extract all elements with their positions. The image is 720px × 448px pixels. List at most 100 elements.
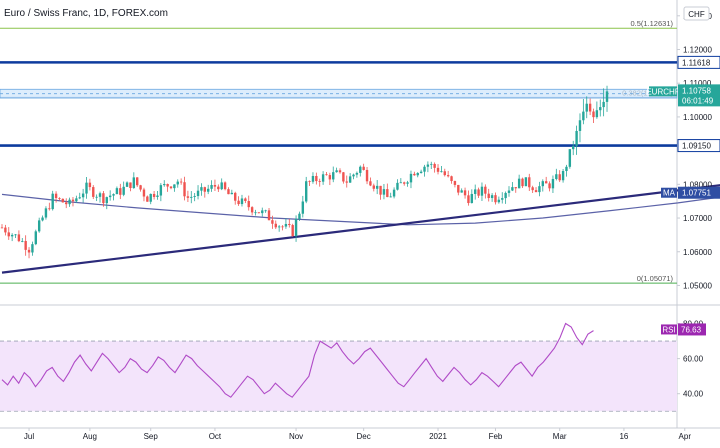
candle-body[interactable] (125, 182, 129, 187)
candle-body[interactable] (210, 185, 213, 189)
candle-body[interactable] (298, 213, 301, 220)
candle-body[interactable] (436, 167, 440, 172)
candle-body[interactable] (375, 185, 379, 189)
candle-body[interactable] (406, 182, 409, 184)
candle-body[interactable] (240, 198, 244, 205)
candle-body[interactable] (504, 192, 507, 199)
candle-body[interactable] (494, 195, 497, 203)
candle-body[interactable] (146, 196, 149, 202)
candle-body[interactable] (338, 170, 342, 173)
candle-body[interactable] (419, 171, 423, 174)
candle-body[interactable] (467, 195, 470, 204)
candle-body[interactable] (315, 175, 318, 182)
candle-body[interactable] (220, 182, 223, 190)
candle-body[interactable] (274, 223, 277, 228)
currency-box[interactable] (683, 6, 710, 21)
candle-body[interactable] (588, 103, 592, 112)
candle-body[interactable] (443, 171, 446, 176)
candle-body[interactable] (514, 187, 517, 189)
candle-body[interactable] (585, 103, 588, 112)
candle-body[interactable] (206, 188, 210, 192)
candle-body[interactable] (558, 174, 561, 181)
candle-body[interactable] (352, 174, 355, 177)
candle-body[interactable] (0, 227, 4, 229)
candle-body[interactable] (58, 198, 61, 199)
candle-body[interactable] (582, 111, 585, 121)
candle-body[interactable] (531, 187, 534, 191)
candle-body[interactable] (480, 186, 484, 196)
candle-body[interactable] (230, 192, 234, 195)
candle-body[interactable] (122, 186, 125, 195)
time-axis[interactable]: Jul Aug Sep Oct Nov Dec 2021 Feb Mar 16 Apr (24, 428, 691, 441)
candle-body[interactable] (294, 219, 298, 236)
candle-body[interactable] (190, 196, 193, 198)
candle-body[interactable] (21, 240, 24, 242)
candle-body[interactable] (200, 187, 203, 191)
candle-body[interactable] (490, 195, 494, 199)
candle-body[interactable] (203, 187, 206, 192)
candle-body[interactable] (75, 198, 78, 202)
candle-body[interactable] (264, 210, 267, 212)
candle-body[interactable] (335, 170, 338, 173)
candle-body[interactable] (281, 226, 284, 228)
candle-body[interactable] (332, 172, 335, 180)
candle-body[interactable] (369, 181, 372, 186)
candle-body[interactable] (159, 185, 163, 196)
candle-body[interactable] (54, 193, 58, 199)
candle-body[interactable] (267, 210, 271, 221)
candle-body[interactable] (44, 208, 48, 218)
candle-body[interactable] (156, 195, 159, 197)
candle-body[interactable] (409, 173, 413, 183)
candle-body[interactable] (142, 189, 146, 197)
candle-body[interactable] (152, 193, 156, 197)
candle-body[interactable] (592, 111, 595, 118)
candle-body[interactable] (173, 184, 176, 189)
candle-body[interactable] (450, 176, 453, 182)
candle-body[interactable] (605, 91, 609, 102)
candle-body[interactable] (305, 181, 308, 202)
candle-body[interactable] (541, 181, 544, 187)
candle-body[interactable] (568, 149, 572, 167)
candle-body[interactable] (440, 171, 443, 173)
candle-body[interactable] (108, 195, 112, 198)
candle-body[interactable] (470, 193, 474, 204)
candle-body[interactable] (301, 201, 305, 214)
candle-body[interactable] (31, 244, 34, 253)
candle-body[interactable] (342, 172, 345, 182)
candle-body[interactable] (183, 182, 186, 197)
candle-body[interactable] (453, 181, 457, 185)
candle-body[interactable] (24, 240, 27, 250)
candle-body[interactable] (102, 193, 105, 204)
candle-body[interactable] (250, 207, 254, 213)
candle-body[interactable] (325, 174, 328, 176)
candle-body[interactable] (474, 189, 477, 194)
price-pane[interactable]: 0.5(1.12631)0.382(1.10580)0(1.05071)EURC… (0, 19, 720, 284)
candle-body[interactable] (51, 193, 54, 210)
candle-body[interactable] (129, 182, 132, 189)
candle-body[interactable] (4, 227, 7, 233)
candle-body[interactable] (234, 192, 237, 201)
currency-selector[interactable]: CHF (683, 6, 710, 21)
candle-body[interactable] (119, 188, 122, 195)
candle-body[interactable] (426, 164, 430, 167)
candle-body[interactable] (88, 182, 92, 188)
candle-body[interactable] (14, 234, 17, 236)
candle-body[interactable] (355, 172, 359, 175)
candle-body[interactable] (217, 186, 220, 190)
candle-body[interactable] (213, 185, 217, 187)
candle-body[interactable] (277, 226, 281, 228)
candle-body[interactable] (166, 184, 169, 187)
candle-body[interactable] (169, 186, 173, 189)
candle-body[interactable] (92, 187, 95, 197)
candle-body[interactable] (261, 210, 264, 214)
candle-body[interactable] (318, 181, 321, 182)
candle-body[interactable] (497, 199, 501, 203)
candle-body[interactable] (68, 199, 71, 205)
candle-body[interactable] (602, 101, 605, 108)
candle-body[interactable] (257, 212, 261, 214)
candle-body[interactable] (379, 185, 382, 195)
candle-body[interactable] (321, 174, 325, 182)
candle-body[interactable] (81, 193, 85, 198)
candle-body[interactable] (521, 178, 524, 187)
